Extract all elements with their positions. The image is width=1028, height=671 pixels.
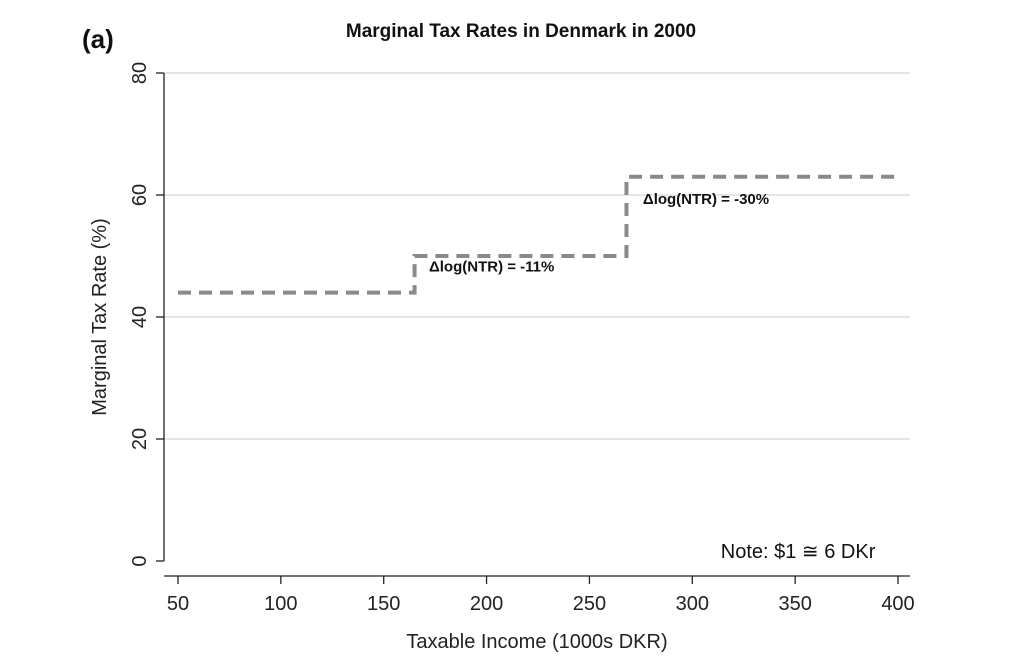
y-tick-label: 0 [129,555,151,566]
delta-annotation: Δlog(NTR) = -30% [643,191,769,208]
x-axis-title: Taxable Income (1000s DKR) [406,631,667,653]
x-tick-label: 150 [367,593,400,615]
panel-label: (a) [82,24,114,54]
y-tick-label: 80 [129,62,151,84]
x-tick-label: 200 [470,593,503,615]
y-tick-label: 20 [129,428,151,450]
y-axis-title: Marginal Tax Rate (%) [89,218,111,415]
x-tick-label: 300 [676,593,709,615]
x-tick-label: 50 [167,593,189,615]
x-tick-label: 250 [573,593,606,615]
note-annotation: Note: $1 ≅ 6 DKr [721,541,876,563]
chart-title: Marginal Tax Rates in Denmark in 2000 [345,21,697,42]
y-tick-label: 60 [129,184,151,206]
x-tick-label: 100 [264,593,297,615]
series-line [178,174,898,295]
x-tick-label: 400 [881,593,914,615]
y-tick-label: 40 [129,306,151,328]
x-tick-label: 350 [778,593,811,615]
delta-annotation: Δlog(NTR) = -11% [429,258,554,275]
